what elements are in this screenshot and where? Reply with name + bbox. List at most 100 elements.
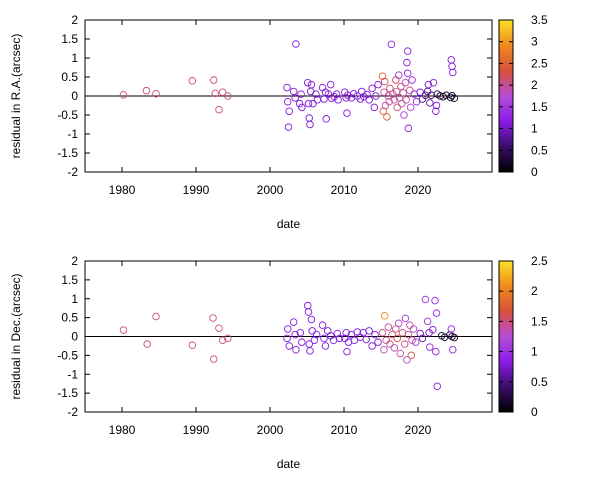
data-point [188, 77, 197, 85]
data-point [386, 340, 394, 348]
data-point [363, 90, 371, 99]
data-point [401, 78, 410, 87]
data-point [284, 97, 292, 106]
colorbar-tick-label: 2 [531, 284, 538, 298]
data-point [389, 90, 397, 98]
data-point [334, 96, 342, 104]
data-point [404, 330, 413, 339]
data-point [306, 120, 314, 129]
data-point [323, 327, 332, 335]
x-tick-label: 2020 [405, 183, 432, 197]
data-point [432, 101, 441, 110]
colorbar-tick-label: 1 [531, 122, 538, 136]
data-point [291, 330, 299, 339]
x-tick-label: 1980 [109, 183, 136, 197]
data-point [224, 92, 232, 100]
data-point [218, 336, 227, 345]
data-point [320, 95, 328, 103]
data-point [403, 69, 412, 77]
data-point [403, 47, 412, 55]
y-tick-label: 1.5 [61, 32, 78, 46]
data-point [305, 114, 313, 122]
data-point [385, 97, 393, 106]
data-point [390, 344, 399, 352]
data-point [342, 328, 350, 337]
data-point [406, 103, 415, 112]
data-point [380, 345, 388, 354]
x-tick-label: 2010 [331, 183, 358, 197]
colorbar-tick-label: 0.5 [531, 143, 548, 157]
data-point [392, 76, 400, 84]
data-point [215, 105, 223, 114]
data-point [289, 318, 298, 326]
y-tick-label: 1 [71, 292, 78, 306]
data-point [218, 88, 227, 96]
data-point [421, 295, 430, 304]
data-point [384, 323, 393, 331]
data-point [387, 40, 396, 49]
data-point [446, 93, 455, 102]
y-tick-label: -1 [67, 367, 78, 381]
data-point [333, 329, 342, 338]
data-point [312, 90, 320, 98]
y-tick-label: 0 [71, 330, 78, 344]
colorbar [498, 260, 514, 413]
y-tick-label: -1 [67, 127, 78, 141]
y-tick-label: -2 [67, 405, 78, 419]
data-point [297, 90, 305, 98]
data-point [318, 321, 327, 329]
data-point [343, 347, 351, 356]
data-point [384, 92, 393, 100]
colorbar-tick-label: 1.5 [531, 100, 548, 114]
data-point [143, 340, 151, 348]
data-point [224, 334, 232, 343]
y-tick-label: 0.5 [61, 311, 78, 325]
y-tick-label: 0.5 [61, 70, 78, 84]
x-tick-label: 1980 [109, 423, 136, 437]
data-point [210, 355, 218, 363]
data-point [326, 80, 335, 89]
data-point [397, 82, 405, 91]
data-point [350, 336, 359, 345]
data-point [390, 96, 399, 104]
data-point [448, 62, 456, 71]
data-point [393, 334, 402, 343]
data-point [401, 314, 410, 323]
data-point [378, 72, 387, 80]
data-point [210, 76, 218, 84]
data-point [400, 111, 408, 119]
data-point [370, 103, 379, 112]
x-tick-label: 2000 [257, 183, 284, 197]
data-point [403, 356, 411, 364]
data-point [426, 343, 434, 351]
x-tick-label: 2020 [405, 423, 432, 437]
data-point [429, 325, 437, 334]
data-point [395, 319, 403, 328]
data-point [400, 340, 409, 348]
data-point [421, 91, 430, 99]
data-point [447, 325, 456, 333]
x-tick-label: 1990 [183, 183, 210, 197]
data-point [378, 328, 387, 337]
x-tick-label: 1990 [183, 423, 210, 437]
data-point [312, 330, 321, 339]
data-point [283, 334, 291, 343]
data-point [404, 124, 413, 133]
data-point [407, 351, 416, 360]
data-point [298, 103, 306, 112]
data-point [392, 325, 400, 333]
data-point [298, 338, 306, 346]
y-tick-label: -2 [67, 165, 78, 179]
data-point [402, 96, 410, 104]
data-point [374, 338, 382, 346]
data-point [432, 107, 440, 115]
colorbar-tick-label: 0.5 [531, 375, 548, 389]
data-point [371, 330, 379, 339]
data-point [380, 77, 389, 86]
data-point [447, 56, 456, 64]
data-point [142, 86, 151, 95]
data-point [289, 87, 298, 96]
data-point [320, 334, 328, 343]
